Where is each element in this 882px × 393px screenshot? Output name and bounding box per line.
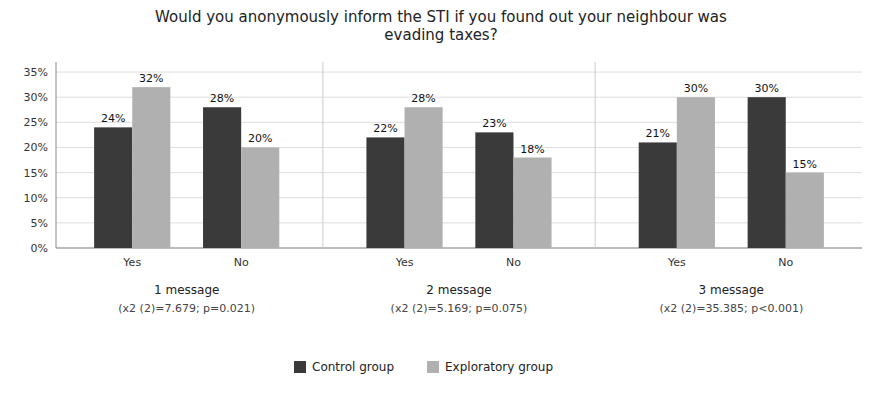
bar	[639, 142, 677, 248]
grid-line	[56, 172, 862, 173]
legend: Control group Exploratory group	[294, 360, 553, 374]
legend-label: Exploratory group	[445, 360, 553, 374]
x-tick-label: Yes	[395, 256, 414, 269]
grid-line	[56, 197, 862, 198]
bar	[405, 107, 443, 248]
group-label: 2 message	[426, 283, 491, 297]
x-tick-label: No	[778, 256, 793, 269]
group-label: 3 message	[699, 283, 764, 297]
bar	[94, 127, 132, 248]
grid-line	[56, 122, 862, 123]
data-label: 15%	[793, 158, 817, 171]
y-tick-label: 30%	[24, 91, 48, 104]
grid-line	[56, 72, 862, 73]
legend-label: Control group	[312, 360, 394, 374]
data-label: 28%	[210, 92, 234, 105]
group-label: 1 message	[154, 283, 219, 297]
title-line: Would you anonymously inform the STI if …	[155, 8, 727, 26]
y-tick-label: 15%	[24, 167, 48, 180]
data-label: 20%	[248, 132, 272, 145]
data-label: 30%	[684, 82, 708, 95]
data-label: 21%	[646, 127, 670, 140]
grid-line	[56, 97, 862, 98]
y-tick-label: 20%	[24, 141, 48, 154]
grid-line	[56, 147, 862, 148]
y-tick-label: 10%	[24, 192, 48, 205]
bars	[94, 87, 824, 248]
bar	[475, 132, 513, 248]
x-tick-label: Yes	[667, 256, 686, 269]
data-label: 32%	[139, 72, 163, 85]
data-label: 18%	[520, 143, 544, 156]
data-label: 30%	[754, 82, 778, 95]
y-tick-label: 5%	[31, 217, 48, 230]
legend-swatch	[294, 361, 306, 373]
title: Would you anonymously inform the STI if …	[155, 8, 727, 44]
bar	[132, 87, 170, 248]
x-tick-label: No	[506, 256, 521, 269]
group-separator	[595, 62, 596, 248]
data-label: 24%	[101, 112, 125, 125]
grid-line	[56, 248, 862, 249]
x-axis-line	[56, 248, 862, 249]
group-separator	[322, 62, 323, 248]
bar	[241, 147, 279, 248]
grid-line	[56, 222, 862, 223]
bar	[786, 173, 824, 248]
bar	[748, 97, 786, 248]
data-label: 23%	[482, 117, 506, 130]
data-labels: 24% 28% 22% 23% 21% 30% 32% 20% 28% 18% 30% 15%	[101, 72, 817, 170]
title-line: evading taxes?	[384, 26, 497, 44]
bar	[203, 107, 241, 248]
y-tick-label: 0%	[31, 242, 48, 255]
chart: Would you anonymously inform the STI if …	[0, 0, 882, 393]
x-tick-label: Yes	[122, 256, 141, 269]
y-tick-label: 25%	[24, 116, 48, 129]
group-sublabel: (x2 (2)=7.679; p=0.021)	[118, 302, 255, 315]
y-axis-line	[56, 62, 57, 248]
bar	[366, 137, 404, 248]
y-tick-label: 35%	[24, 66, 48, 79]
bar	[677, 97, 715, 248]
group-sublabel: (x2 (2)=5.169; p=0.075)	[391, 302, 528, 315]
legend-swatch	[427, 361, 439, 373]
data-label: 22%	[373, 122, 397, 135]
bar	[513, 158, 551, 248]
x-tick-label: No	[234, 256, 249, 269]
data-label: 28%	[411, 92, 435, 105]
group-sublabel: (x2 (2)=35.385; p<0.001)	[659, 302, 803, 315]
